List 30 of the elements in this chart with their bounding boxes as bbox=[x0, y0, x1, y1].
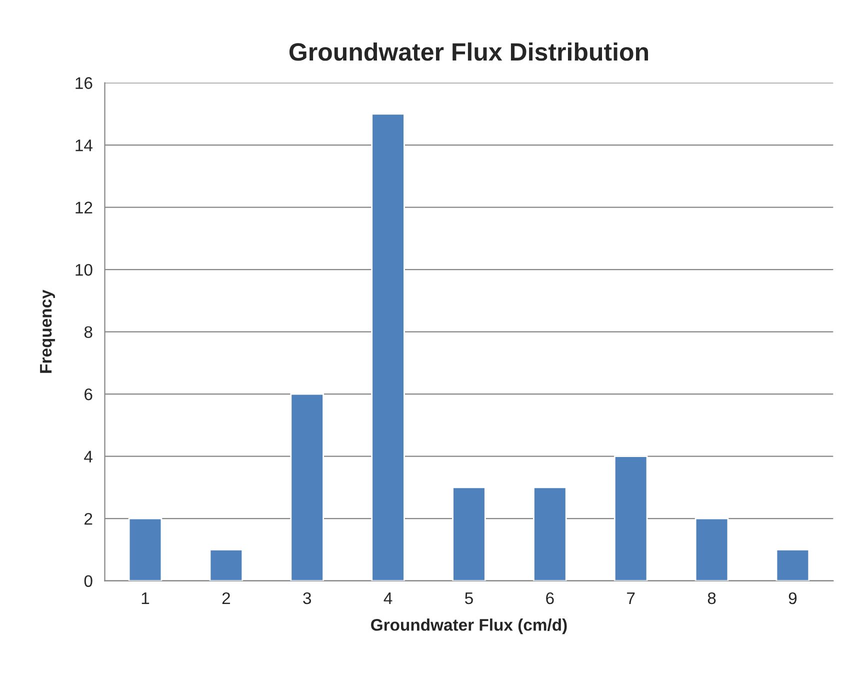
bar bbox=[533, 486, 567, 581]
y-tick-label: 4 bbox=[84, 450, 92, 462]
y-tick-label: 8 bbox=[84, 326, 92, 338]
y-tick-label: 0 bbox=[84, 575, 92, 587]
y-tick-label: 2 bbox=[84, 512, 92, 525]
bar bbox=[290, 393, 324, 581]
y-tick-label: 6 bbox=[84, 388, 92, 400]
bar bbox=[694, 518, 729, 581]
y-axis-title: Frequency bbox=[40, 290, 55, 373]
x-axis-title: Groundwater Flux (cm/d) bbox=[371, 618, 567, 634]
x-tick-label: 5 bbox=[465, 592, 473, 604]
bar bbox=[452, 486, 486, 581]
bar bbox=[128, 518, 162, 581]
bar bbox=[371, 113, 405, 581]
y-tick-label: 12 bbox=[76, 202, 92, 214]
bar bbox=[614, 456, 648, 581]
x-tick-label: 2 bbox=[222, 592, 230, 604]
bar bbox=[209, 548, 244, 581]
x-tick-label: 8 bbox=[708, 592, 716, 604]
y-tick-label: 16 bbox=[76, 77, 92, 89]
bar bbox=[776, 548, 810, 581]
y-tick-label: 10 bbox=[76, 264, 92, 276]
x-tick-label: 7 bbox=[627, 592, 635, 604]
x-tick-label: 6 bbox=[546, 592, 554, 604]
x-tick-label: 4 bbox=[384, 592, 392, 604]
y-tick-label: 14 bbox=[76, 140, 92, 152]
x-tick-label: 1 bbox=[142, 592, 150, 604]
x-tick-label: 3 bbox=[303, 592, 312, 604]
chart-title: Groundwater Flux Distribution bbox=[289, 42, 648, 61]
x-tick-label: 9 bbox=[788, 592, 797, 604]
